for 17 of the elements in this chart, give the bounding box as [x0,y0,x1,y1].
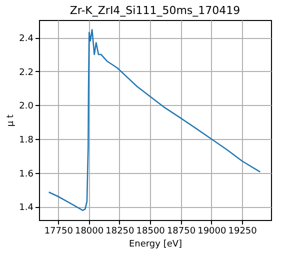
x-tick-label: 18750 [166,226,196,236]
y-tick-label: 2.2 [19,68,34,78]
x-tick-label: 19250 [228,226,258,236]
chart-title: Zr-K_ZrI4_Si111_50ms_170419 [70,4,240,17]
y-tick-label: 1.8 [19,136,34,146]
x-tick-label: 18000 [74,226,104,236]
x-tick-label: 17750 [44,226,74,236]
y-axis-title: μ t [6,114,16,127]
x-axis-title: Energy [eV] [128,240,182,250]
y-tick-label: 1.4 [19,203,34,214]
y-tick-label: 1.6 [19,169,34,180]
x-tick-label: 18250 [106,226,135,236]
y-tick-label: 2.0 [19,102,34,112]
y-tick-label: 2.4 [19,34,34,44]
x-tick-label: 18500 [136,226,166,236]
x-tick-label: 19000 [198,226,226,236]
line-series [48,28,261,212]
